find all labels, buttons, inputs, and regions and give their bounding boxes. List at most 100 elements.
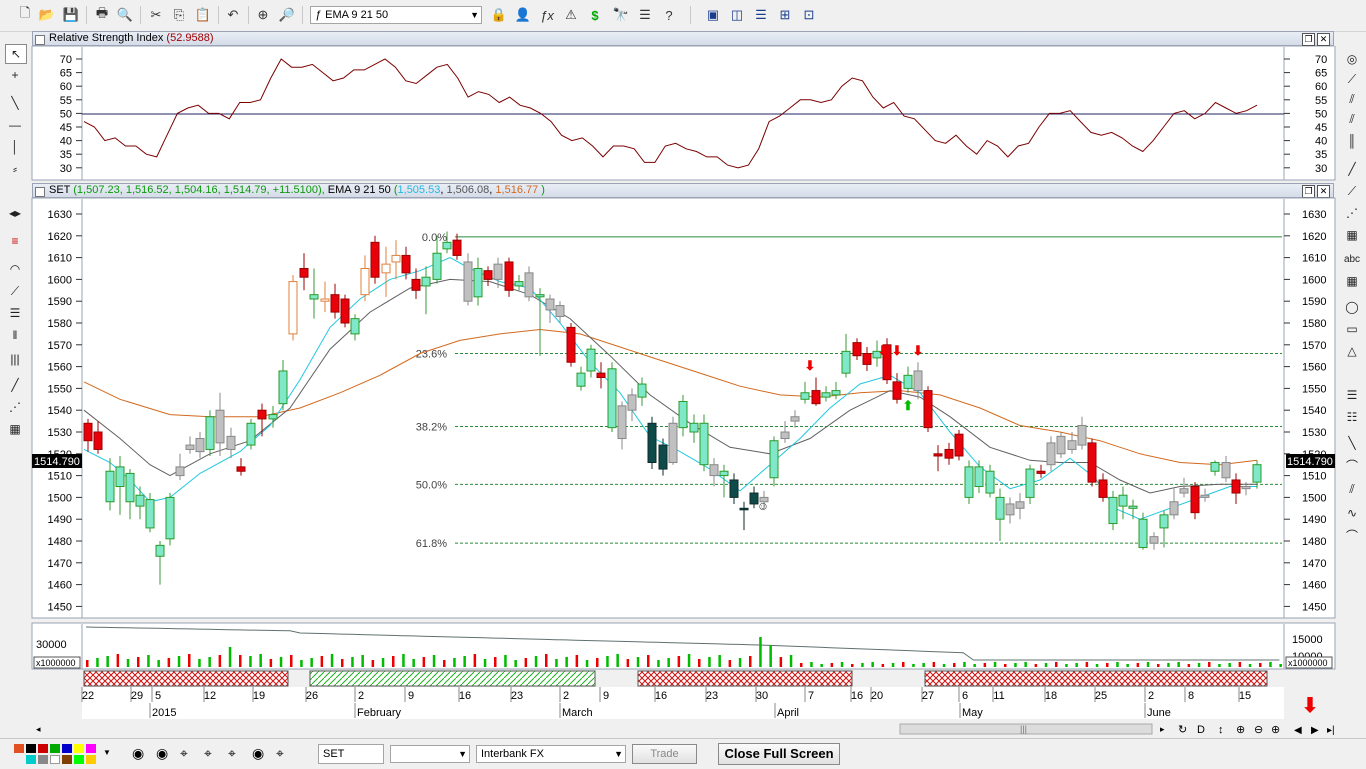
list-icon[interactable]: ☰ [1346,388,1358,402]
volume-unit-right: x1000000 [1288,658,1328,668]
timeframe-combo[interactable]: ▼ [390,745,470,763]
channel-icon[interactable]: ⫽ [1349,91,1355,106]
slope-icon[interactable]: ╲ [1348,436,1356,450]
lock-icon[interactable]: 🔒 [490,7,508,22]
date-month-label: March [562,707,593,719]
ellipse-icon[interactable]: ◯ [1345,300,1359,314]
browser-icon[interactable]: ◉ [132,745,145,761]
arc-icon[interactable]: ◠ [9,262,21,276]
scroll-left-icon[interactable]: ◂ [36,724,41,734]
fan-tool-icon[interactable]: ⟋ [1347,71,1357,86]
horizontal-scrollbar-thumb[interactable] [899,723,1153,735]
trendline-icon[interactable]: ╲ [11,96,19,110]
step-left-icon[interactable]: ◀ [1294,725,1302,736]
open-folder-icon[interactable]: 📂 [38,7,56,22]
binoculars-icon[interactable]: ⌖ [276,745,284,761]
cascade-windows-icon[interactable]: ▣ [706,7,720,22]
grid-icon[interactable]: ▦ [1346,228,1358,242]
binoculars-icon[interactable]: ⌖ [228,745,236,761]
dollar-icon[interactable]: $ [591,7,599,23]
trade-button[interactable]: Trade [632,744,697,764]
curve-icon[interactable]: ⌒ [1345,458,1358,473]
browser-icon[interactable]: ◉ [252,745,265,761]
tile-horizontal-icon[interactable]: ☰ [755,7,767,22]
fib-retracement-icon[interactable]: ☰ [9,306,21,320]
table-tool-icon[interactable]: ▦ [1346,274,1358,288]
bars-icon[interactable]: ☷ [1346,410,1358,424]
paste-icon[interactable]: 📋 [194,7,212,22]
volume-bar [789,655,793,667]
palette-dropdown-icon[interactable]: ▼ [103,748,111,757]
regression-icon[interactable]: ╱ [11,378,19,392]
tile-grid-icon[interactable]: ⊞ [779,7,791,22]
zoom-in-icon[interactable]: ⊕ [1236,724,1245,736]
browser-icon[interactable]: ◉ [156,745,169,761]
close-full-screen-button[interactable]: Close Full Screen [718,743,840,765]
zoom-out-icon[interactable]: ⊖ [1254,724,1263,736]
speedlines-icon[interactable]: ≡ [11,234,19,248]
text-tool-icon[interactable]: abc [1343,253,1361,265]
binoculars-icon[interactable]: 🔭 [612,7,630,22]
crosshair-tool-icon[interactable]: + [11,68,19,82]
workspace-icon[interactable]: ⊡ [803,7,815,22]
new-file-icon[interactable]: 🗋 [19,5,31,20]
daily-icon[interactable]: D [1197,724,1205,736]
help-icon[interactable]: ? [665,7,673,23]
panel-checkbox-icon[interactable] [35,35,45,45]
scroll-right-icon[interactable]: ▸ [1160,724,1165,734]
triangle-icon[interactable]: △ [1347,344,1357,358]
gann-fan-icon[interactable]: ⋰ [9,400,21,414]
wave-icon[interactable]: ∿ [1346,506,1358,520]
print-icon[interactable]: 🖶 [95,5,109,20]
binoculars-icon[interactable]: ⌖ [180,745,188,761]
print-preview-icon[interactable]: 🔍 [116,7,134,22]
properties-icon[interactable]: ☰ [639,7,651,22]
down-arrow-icon[interactable]: ⬇ [1302,695,1319,717]
sync-icon[interactable]: ↕ [1218,724,1224,736]
copy-icon[interactable]: ⎘ [173,7,185,22]
tile-vertical-icon[interactable]: ◫ [730,7,744,22]
horizontal-line-icon[interactable]: — [9,118,21,132]
scroll-arrows-icon[interactable]: ◂▸ [8,206,22,220]
save-icon[interactable]: 💾 [62,7,80,22]
formula-icon[interactable]: ƒx [540,7,554,23]
volume-bar [453,658,456,667]
fan-icon[interactable]: ⟋ [10,283,20,298]
andrews-icon[interactable]: ⟋ [1347,183,1357,198]
volume-bar [1075,663,1078,667]
cut-icon[interactable]: ✂ [150,7,162,22]
alert-icon[interactable]: ⚠ [565,7,577,22]
binoculars-icon[interactable]: ⌖ [204,745,212,761]
gann-icon[interactable]: ⋰ [1346,206,1358,220]
fib-tool-icon[interactable]: ⸗ [13,162,17,176]
candle-body [1159,514,1169,529]
lines-icon[interactable]: ║ [1347,134,1357,148]
step-right-icon[interactable]: ▶ [1311,725,1319,736]
close-icon[interactable]: ✕ [1317,33,1330,46]
feed-combo[interactable]: Interbank FX ▼ [476,745,626,763]
vertical-line-icon[interactable]: │ [11,140,19,154]
expert-icon[interactable]: 👤 [514,7,532,22]
grid-tool-icon[interactable]: ▦ [9,422,21,436]
cycle-lines-icon[interactable]: ||| [10,352,20,366]
parallel-lines-icon[interactable]: ⫽ [1349,481,1355,496]
zoom-reset-icon[interactable]: ⊕ [1271,724,1280,736]
indicator-combo[interactable]: ƒ EMA 9 21 50 ▼ [310,6,482,24]
line-tool-icon[interactable]: ╱ [1348,162,1356,176]
undo-icon[interactable]: ↶ [227,7,239,22]
refresh-icon[interactable]: ↻ [1178,724,1187,736]
rectangle-icon[interactable]: ▭ [1346,322,1358,336]
color-palette[interactable] [14,744,98,764]
arc-tool-icon[interactable]: ◎ [1346,52,1358,66]
zoom-icon[interactable]: 🔎 [278,7,296,22]
crosshair-icon[interactable]: ⊕ [257,7,269,22]
symbol-input[interactable]: SET [318,744,384,764]
parallel-icon[interactable]: ⫽ [1349,111,1355,126]
panel-checkbox-icon[interactable] [35,187,45,197]
arc2-icon[interactable]: ⌒ [1345,528,1358,543]
go-end-icon[interactable]: ▸| [1327,725,1335,736]
restore-icon[interactable]: ❐ [1302,33,1315,46]
pointer-icon[interactable]: ↖ [5,44,27,64]
fib-timezone-icon[interactable]: ‖ [12,328,18,342]
